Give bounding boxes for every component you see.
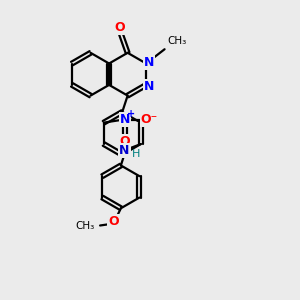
Text: N: N	[144, 56, 154, 68]
Text: O: O	[108, 215, 119, 228]
Text: O⁻: O⁻	[141, 113, 158, 126]
Text: CH₃: CH₃	[167, 36, 186, 46]
Text: +: +	[127, 109, 135, 119]
Text: N: N	[119, 144, 130, 157]
Text: N: N	[120, 113, 130, 126]
Text: O: O	[120, 136, 130, 148]
Text: N: N	[144, 80, 154, 93]
Text: O: O	[114, 21, 125, 34]
Text: CH₃: CH₃	[76, 221, 95, 231]
Text: H: H	[132, 149, 140, 159]
